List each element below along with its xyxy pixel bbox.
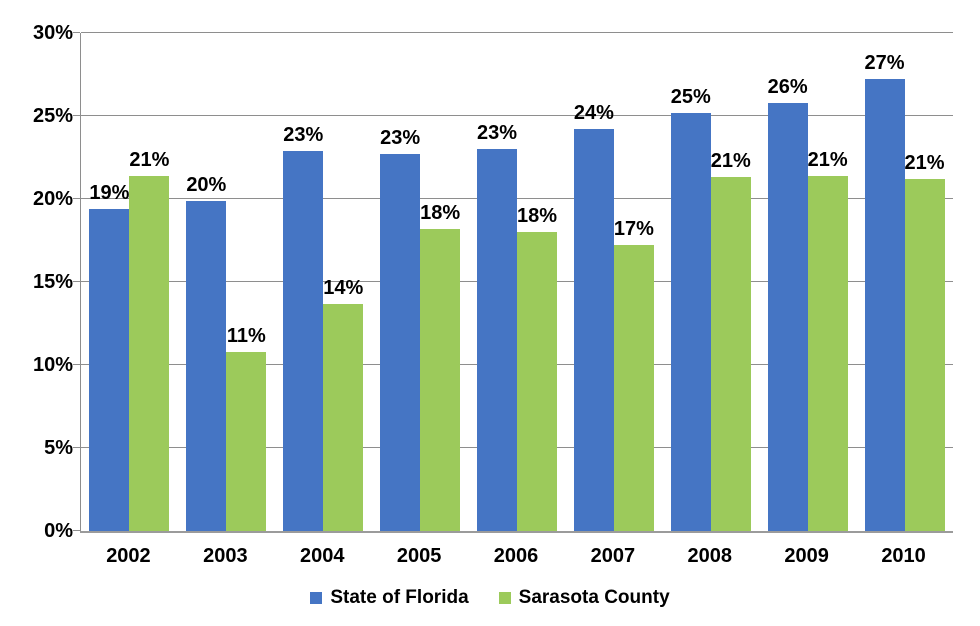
bar-2008-sarasota-county: 21% [711,150,751,531]
bar-group-2002: 19% 21% [81,33,178,531]
bar-2005-state-of-florida: 23% [380,127,420,531]
bar-2004-state-of-florida: 23% [283,124,323,531]
bar-data-label: 19% [89,181,130,204]
bar-group-2010: 27% 21% [856,33,953,531]
bar-data-label: 21% [904,152,945,175]
bar-2003-sarasota-county: 11% [226,325,267,531]
bar-data-label: 18% [420,201,461,224]
bar-data-label: 23% [283,123,324,146]
bar-2004-sarasota-county: 14% [323,277,363,531]
bar-data-label: 21% [807,148,848,171]
bar-2006-state-of-florida: 23% [477,122,517,531]
bar-data-label: 21% [129,148,170,171]
y-axis-tick-label: 5% [44,437,73,459]
x-axis-tick-label: 2008 [687,545,733,567]
bar-2006-sarasota-county: 18% [517,205,557,531]
bar-data-label: 23% [476,122,518,145]
y-tickmark-15% [73,281,80,282]
gridline-0% [80,531,953,533]
y-axis-tick-label: 0% [44,520,73,542]
y-axis-tick-label: 20% [32,188,73,210]
bar-group-2009: 26% 21% [759,33,856,531]
y-axis-tick-label: 15% [32,271,73,293]
bar-data-label: 23% [380,127,421,150]
bar-data-label: 14% [323,276,364,299]
bar-2002-sarasota-county: 21% [129,149,169,531]
legend-swatch-icon [310,592,323,604]
bar-data-label: 25% [670,85,711,108]
gridline-20% [81,198,953,199]
bar-groups: 19% 21% 20% 11% 23% 14% 23% 18% 23% 18% 24% 17% 25% 2… [81,33,953,531]
plot-area: 19% 21% 20% 11% 23% 14% 23% 18% 23% 18% 24% 17% 25% 2… [73,32,953,533]
x-axis-labels: 2002 2003 2004 2005 2006 2007 2008 2009 2010 [80,543,952,569]
x-axis-tick-label: 2005 [396,545,442,567]
bar-data-label: 18% [516,205,558,228]
bar-2003-state-of-florida: 20% [186,174,226,531]
y-axis-tick-label: 10% [32,354,73,376]
bar-group-2003: 20% 11% [178,33,275,531]
legend-item-state-of-florida: State of Florida [310,586,469,610]
bar-2007-sarasota-county: 17% [614,218,654,531]
y-tickmark-20% [73,198,80,199]
bar-2008-state-of-florida: 25% [671,86,711,531]
bar-2010-sarasota-county: 21% [905,152,945,531]
bar-2005-sarasota-county: 18% [420,202,460,531]
x-axis-tick-label: 2010 [881,545,926,567]
y-tickmark-0% [73,530,80,531]
gridline-25% [81,115,953,116]
gridline-30% [81,32,953,33]
x-axis-tick-label: 2003 [203,545,248,567]
y-tickmark-10% [73,364,80,365]
y-tickmark-30% [73,32,80,33]
x-axis-tick-label: 2002 [106,545,151,567]
y-axis-tick-label: 25% [32,105,73,127]
x-axis-tick-label: 2009 [784,545,829,567]
bar-2010-state-of-florida: 27% [865,52,905,531]
bar-data-label: 20% [186,173,227,196]
bar-2007-state-of-florida: 24% [574,102,614,531]
x-axis-tick-label: 2006 [493,545,539,567]
bar-data-label: 24% [573,102,614,125]
legend-label: State of Florida [330,587,469,608]
bar-group-2008: 25% 21% [662,33,759,531]
bar-data-label: 27% [864,52,905,75]
bar-data-label: 17% [613,218,654,241]
bar-group-2005: 23% 18% [372,33,469,531]
y-axis-tick-label: 30% [32,22,73,44]
legend-swatch-icon [498,592,511,604]
legend-item-sarasota-county: Sarasota County [498,586,670,610]
x-axis-tick-label: 2004 [299,545,345,567]
legend-label: Sarasota County [518,587,670,608]
bar-data-label: 11% [226,324,266,347]
x-axis-tick-label: 2007 [590,545,636,567]
y-tickmark-5% [73,447,80,448]
bar-2009-state-of-florida: 26% [768,76,808,531]
bar-data-label: 21% [710,150,751,173]
bar-data-label: 26% [767,75,808,98]
legend: State of Florida Sarasota County [0,586,980,610]
bar-group-2006: 23% 18% [469,33,566,531]
bar-group-2004: 23% 14% [275,33,372,531]
y-tickmark-25% [73,115,80,116]
bar-group-2007: 24% 17% [565,33,662,531]
bar-2002-state-of-florida: 19% [89,182,129,531]
bar-2009-sarasota-county: 21% [808,149,848,531]
